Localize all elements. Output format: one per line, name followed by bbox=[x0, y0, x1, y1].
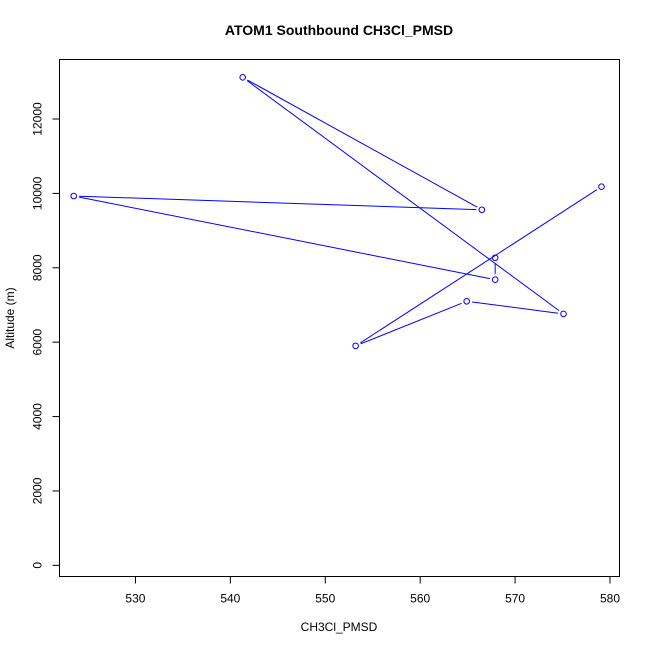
data-point bbox=[239, 74, 246, 81]
data-point bbox=[491, 276, 499, 283]
y-tick-label: 10000 bbox=[31, 176, 45, 210]
x-tick-label: 560 bbox=[410, 592, 430, 606]
chart-title: ATOM1 Southbound CH3Cl_PMSD bbox=[225, 22, 453, 38]
data-point bbox=[491, 254, 499, 262]
x-axis: 530 540 550 560 570 580 bbox=[125, 576, 620, 606]
x-tick-label: 550 bbox=[315, 592, 335, 606]
y-tick-label: 12000 bbox=[31, 102, 45, 136]
series-line-segment bbox=[472, 301, 559, 314]
data-point bbox=[463, 297, 470, 305]
series-line-segment bbox=[246, 80, 560, 312]
data-point bbox=[478, 206, 486, 214]
y-axis-label: Altitude (m) bbox=[3, 287, 17, 348]
series-line-segment bbox=[359, 189, 598, 344]
y-tick-label: 2000 bbox=[31, 477, 45, 504]
series-line-segment bbox=[360, 302, 462, 345]
y-tick-label: 6000 bbox=[31, 329, 45, 356]
series-line-segment bbox=[247, 79, 478, 208]
data-point bbox=[598, 183, 605, 191]
x-tick-label: 540 bbox=[220, 592, 240, 606]
x-tick-label: 530 bbox=[125, 592, 145, 606]
y-tick-label: 0 bbox=[31, 562, 45, 569]
plot-frame bbox=[59, 59, 620, 577]
data-point bbox=[352, 342, 359, 350]
x-tick-label: 570 bbox=[505, 592, 525, 606]
series-line-segment bbox=[79, 196, 490, 280]
x-axis-label: CH3Cl_PMSD bbox=[301, 620, 378, 634]
y-axis: 0 2000 4000 6000 8000 10000 12000 bbox=[31, 102, 60, 569]
data-point bbox=[70, 192, 78, 200]
series-line-segment bbox=[79, 195, 477, 211]
series-layer bbox=[70, 74, 605, 350]
y-tick-label: 8000 bbox=[31, 254, 45, 281]
y-tick-label: 4000 bbox=[31, 403, 45, 430]
data-point bbox=[560, 310, 567, 318]
x-tick-label: 580 bbox=[600, 592, 620, 606]
